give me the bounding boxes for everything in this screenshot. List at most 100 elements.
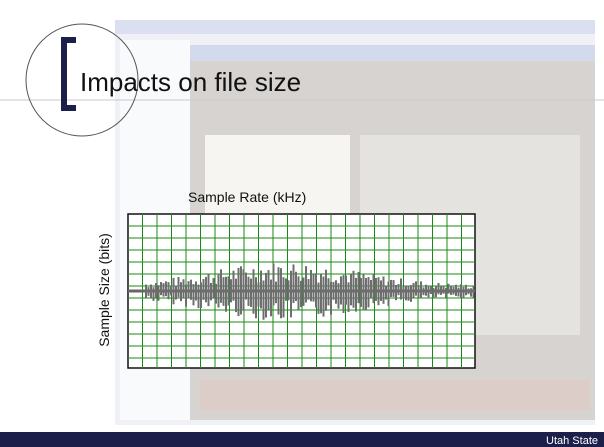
wave-bar: [285, 278, 287, 300]
wave-bar: [168, 282, 170, 299]
wave-bar: [238, 268, 240, 316]
wave-bar: [240, 266, 242, 314]
wave-bar: [435, 285, 437, 297]
wave-bar: [243, 269, 245, 311]
wave-bar: [408, 285, 410, 300]
wave-bar: [328, 278, 330, 305]
wave-bar: [250, 279, 252, 307]
wave-bar: [255, 277, 257, 318]
wave-bar: [460, 284, 462, 298]
wave-bar: [373, 274, 375, 304]
wave-bar: [325, 270, 327, 311]
wave-bar: [275, 282, 277, 304]
wave-bar: [145, 285, 147, 298]
wave-bar: [200, 282, 202, 308]
wave-bar: [395, 285, 397, 300]
wave-bar: [313, 275, 315, 302]
wave-bar: [270, 280, 272, 317]
wave-bar: [225, 277, 227, 312]
bg-inner-titlebar: [190, 45, 595, 61]
wave-bar: [265, 273, 267, 318]
wave-bar: [423, 287, 425, 295]
wave-bar: [440, 286, 442, 295]
wave-bar: [398, 284, 400, 295]
wave-bar: [180, 282, 182, 301]
wave-bar: [330, 282, 332, 315]
title-bracket: [64, 40, 76, 108]
wave-bar: [388, 282, 390, 306]
wave-bar: [210, 283, 212, 300]
wave-bar: [253, 269, 255, 314]
wave-bar: [160, 282, 162, 295]
wave-bar: [343, 275, 345, 313]
wave-bar: [300, 281, 302, 307]
bg-button-bar: [200, 380, 590, 410]
wave-bar: [425, 285, 427, 296]
wave-bar: [235, 279, 237, 312]
wave-bar: [293, 264, 295, 303]
wave-bar: [438, 283, 440, 294]
wave-bar: [390, 280, 392, 297]
wave-bar: [453, 287, 455, 295]
wave-bar: [153, 287, 155, 301]
wave-bar: [315, 273, 317, 307]
wave-bar: [428, 285, 430, 297]
wave-bar: [368, 277, 370, 307]
wave-bar: [338, 283, 340, 308]
wave-bar: [198, 285, 200, 308]
wave-bar: [320, 274, 322, 313]
wave-bar: [445, 288, 447, 298]
wave-bar: [298, 276, 300, 310]
wave-bar: [410, 285, 412, 302]
wave-bar: [463, 287, 465, 298]
wave-bar: [170, 285, 172, 295]
wave-bar: [228, 276, 230, 305]
wave-bar: [403, 287, 405, 298]
wave-bar: [193, 284, 195, 305]
wave-bar: [220, 269, 222, 303]
wave-bar: [323, 277, 325, 317]
wave-bar: [288, 280, 290, 300]
wave-bar: [345, 276, 347, 305]
wave-bar: [303, 278, 305, 306]
wave-bar: [443, 286, 445, 293]
wave-bar: [283, 277, 285, 317]
wave-bar: [158, 285, 160, 300]
wave-bar: [150, 285, 152, 298]
wave-bar: [353, 271, 355, 308]
wave-bar: [163, 283, 165, 297]
wave-bar: [273, 263, 275, 305]
wave-bar: [465, 285, 467, 295]
wave-bar: [473, 286, 475, 298]
wave-bar: [305, 266, 307, 302]
x-axis-label: Sample Rate (kHz): [188, 189, 306, 205]
wave-bar: [183, 279, 185, 298]
wave-bar: [295, 272, 297, 301]
wave-bar: [420, 281, 422, 298]
wave-bar: [350, 274, 352, 305]
wave-bar: [233, 271, 235, 301]
slide: Impacts on file size Sample Rate (kHz) S…: [0, 0, 604, 447]
wave-bar: [360, 278, 362, 307]
wave-bar: [178, 277, 180, 297]
wave-bar: [458, 288, 460, 297]
wave-bar: [363, 274, 365, 309]
wave-bar: [418, 285, 420, 297]
wave-bar: [365, 278, 367, 310]
wave-bar: [190, 280, 192, 300]
y-axis-label: Sample Size (bits): [96, 233, 112, 347]
wave-bar: [375, 278, 377, 301]
wave-bar: [370, 280, 372, 297]
wave-bar: [215, 284, 217, 304]
wave-bar: [470, 288, 472, 296]
wave-bar: [310, 270, 312, 301]
wave-bar: [433, 288, 435, 299]
wave-bar: [333, 282, 335, 300]
wave-bar: [203, 279, 205, 300]
wave-bar: [268, 270, 270, 309]
wave-bar: [415, 281, 417, 295]
wave-bar: [355, 278, 357, 312]
wave-bar: [213, 278, 215, 298]
wave-bar: [260, 271, 262, 309]
wave-bar: [455, 285, 457, 296]
